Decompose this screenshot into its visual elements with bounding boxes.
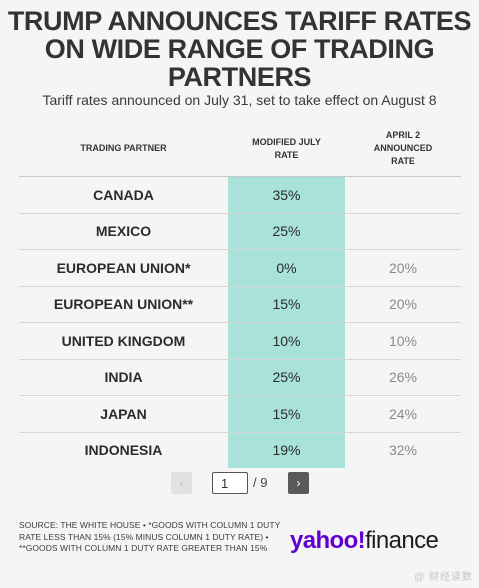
headline-line-2: ON WIDE RANGE OF TRADING (44, 34, 435, 64)
pagination: ‹ / 9 › (0, 472, 479, 496)
page-total: / 9 (253, 475, 268, 490)
table-row: MEXICO 25% (19, 213, 461, 250)
cell-partner: CANADA (93, 186, 154, 203)
chevron-right-icon: › (296, 476, 301, 490)
cell-partner: MEXICO (95, 223, 152, 240)
table-row: JAPAN 15% 24% (19, 396, 461, 433)
cell-april-rate: 32% (388, 442, 418, 459)
cell-modified-rate: 25% (228, 213, 345, 249)
table-row: EUROPEAN UNION* 0% 20% (19, 250, 461, 287)
cell-modified-rate: 15% (228, 396, 345, 432)
table-header: TRADING PARTNER MODIFIED JULY RATE APRIL… (19, 121, 461, 177)
table-row: INDONESIA 19% 32% (19, 432, 461, 468)
chevron-left-icon: ‹ (179, 476, 184, 490)
cell-partner: INDIA (104, 369, 143, 386)
header-trading-partner-label: TRADING PARTNER (80, 143, 167, 153)
header-modified-july-rate: MODIFIED JULY RATE (228, 121, 345, 176)
cell-partner: INDONESIA (84, 442, 163, 459)
watermark: @ 财经读数 (414, 572, 473, 583)
prev-page-button[interactable]: ‹ (171, 472, 192, 494)
cell-modified-rate: 25% (228, 359, 345, 395)
header-april-announced-rate: APRIL 2 ANNOUNCED RATE (345, 121, 461, 176)
headline-line-1: TRUMP ANNOUNCES TARIFF RATES (7, 6, 472, 36)
header-april-announced-rate-label: APRIL 2 ANNOUNCED RATE (373, 130, 433, 166)
subtitle: Tariff rates announced on July 31, set t… (42, 92, 437, 108)
yahoo-finance-logo: yahoo!finance (290, 526, 439, 556)
cell-april-rate: 20% (388, 296, 418, 313)
table-row: INDIA 25% 26% (19, 359, 461, 396)
header-trading-partner: TRADING PARTNER (19, 121, 228, 176)
cell-april-rate: 24% (388, 405, 418, 422)
header-modified-july-rate-label: MODIFIED JULY RATE (252, 136, 321, 160)
cell-april-rate (345, 177, 461, 213)
cell-modified-rate: 10% (228, 323, 345, 359)
page-number-input[interactable] (212, 472, 248, 494)
cell-modified-rate: 15% (228, 286, 345, 322)
tariff-table: TRADING PARTNER MODIFIED JULY RATE APRIL… (19, 121, 461, 468)
brand-yahoo: yahoo! (290, 527, 366, 554)
cell-partner: UNITED KINGDOM (61, 332, 186, 349)
cell-modified-rate: 19% (228, 432, 345, 468)
table-row: EUROPEAN UNION** 15% 20% (19, 286, 461, 323)
cell-partner: JAPAN (100, 405, 147, 422)
cell-april-rate: 10% (388, 332, 418, 349)
cell-partner: EUROPEAN UNION* (56, 259, 191, 276)
cell-april-rate: 20% (388, 259, 418, 276)
cell-april-rate: 26% (388, 369, 418, 386)
cell-april-rate (345, 214, 461, 250)
source-note: SOURCE: THE WHITE HOUSE • *GOODS WITH CO… (19, 520, 281, 553)
cell-modified-rate: 35% (228, 177, 345, 213)
table-body: CANADA 35% MEXICO 25% EUROPEAN UNION* 0%… (19, 177, 461, 468)
table-row: UNITED KINGDOM 10% 10% (19, 323, 461, 360)
cell-modified-rate: 0% (228, 250, 345, 286)
headline: TRUMP ANNOUNCES TARIFF RATES ON WIDE RAN… (0, 7, 479, 91)
headline-line-3: PARTNERS (167, 62, 312, 92)
next-page-button[interactable]: › (288, 472, 309, 494)
table-row: CANADA 35% (19, 177, 461, 214)
brand-finance: finance (365, 527, 439, 554)
cell-partner: EUROPEAN UNION** (53, 296, 194, 313)
